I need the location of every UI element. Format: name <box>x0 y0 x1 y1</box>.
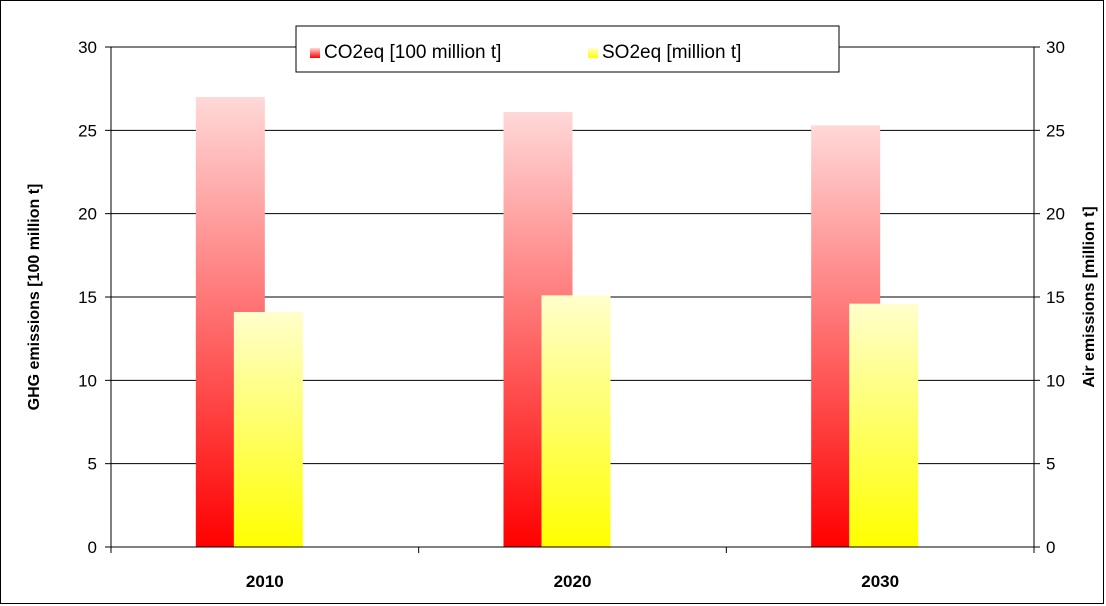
x-tick-label: 2020 <box>554 572 592 591</box>
y-tick-label: 5 <box>88 455 97 474</box>
y-axis-title-left: GHG emissions [100 million t] <box>26 184 43 411</box>
bar-so2-2030 <box>849 303 919 547</box>
x-tick-label: 2030 <box>861 572 899 591</box>
legend-box <box>295 25 840 73</box>
y-axis-title-right: Air emissions [million t] <box>1081 206 1098 387</box>
legend-swatch-so2 <box>588 48 598 58</box>
y2-axis-title: Air emissions [million t] <box>1081 206 1098 387</box>
y-tick-label: 30 <box>78 38 97 57</box>
y-tick-label: 15 <box>78 288 97 307</box>
y2-tick-label: 5 <box>1046 455 1055 474</box>
legend-label-so2: SO2eq [million t] <box>602 42 741 63</box>
y-tick-label: 0 <box>88 538 97 557</box>
bar-so2-2020 <box>541 295 611 547</box>
y2-tick-label: 30 <box>1046 38 1065 57</box>
y-axis-title: GHG emissions [100 million t] <box>26 184 43 411</box>
legend-swatch-co2 <box>310 48 320 58</box>
x-tick-label: 2010 <box>246 572 284 591</box>
legend-label-co2: CO2eq [100 million t] <box>324 42 501 63</box>
y2-tick-label: 15 <box>1046 288 1065 307</box>
y-tick-label: 10 <box>78 371 97 390</box>
bars <box>195 97 919 547</box>
y2-tick-label: 0 <box>1046 538 1055 557</box>
y2-tick-label: 20 <box>1046 205 1065 224</box>
legend: CO2eq [100 million t] SO2eq [million t] <box>295 25 840 73</box>
y2-tick-label: 25 <box>1046 121 1065 140</box>
bar-so2-2010 <box>233 312 303 547</box>
y2-tick-label: 10 <box>1046 371 1065 390</box>
y-tick-label: 20 <box>78 205 97 224</box>
y-tick-label: 25 <box>78 121 97 140</box>
axes: 0 5 10 15 20 25 30 0 5 10 15 20 25 30 2010 2020 2030 <box>78 38 1065 591</box>
